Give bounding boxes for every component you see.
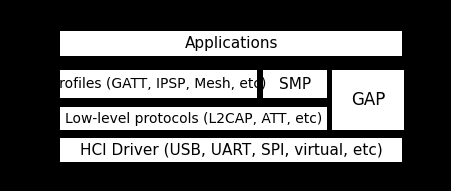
Text: HCI Driver (USB, UART, SPI, virtual, etc): HCI Driver (USB, UART, SPI, virtual, etc… (80, 142, 382, 157)
Text: Profiles (GATT, IPSP, Mesh, etc): Profiles (GATT, IPSP, Mesh, etc) (51, 77, 266, 91)
Bar (262, 70, 327, 98)
Bar (60, 31, 402, 56)
Text: GAP: GAP (351, 91, 386, 109)
Text: SMP: SMP (279, 77, 311, 92)
Text: Applications: Applications (184, 36, 278, 51)
Bar (60, 138, 402, 162)
Text: Low-level protocols (L2CAP, ATT, etc): Low-level protocols (L2CAP, ATT, etc) (65, 112, 322, 125)
Bar (60, 107, 327, 130)
Bar (60, 70, 258, 98)
Bar (332, 70, 404, 130)
